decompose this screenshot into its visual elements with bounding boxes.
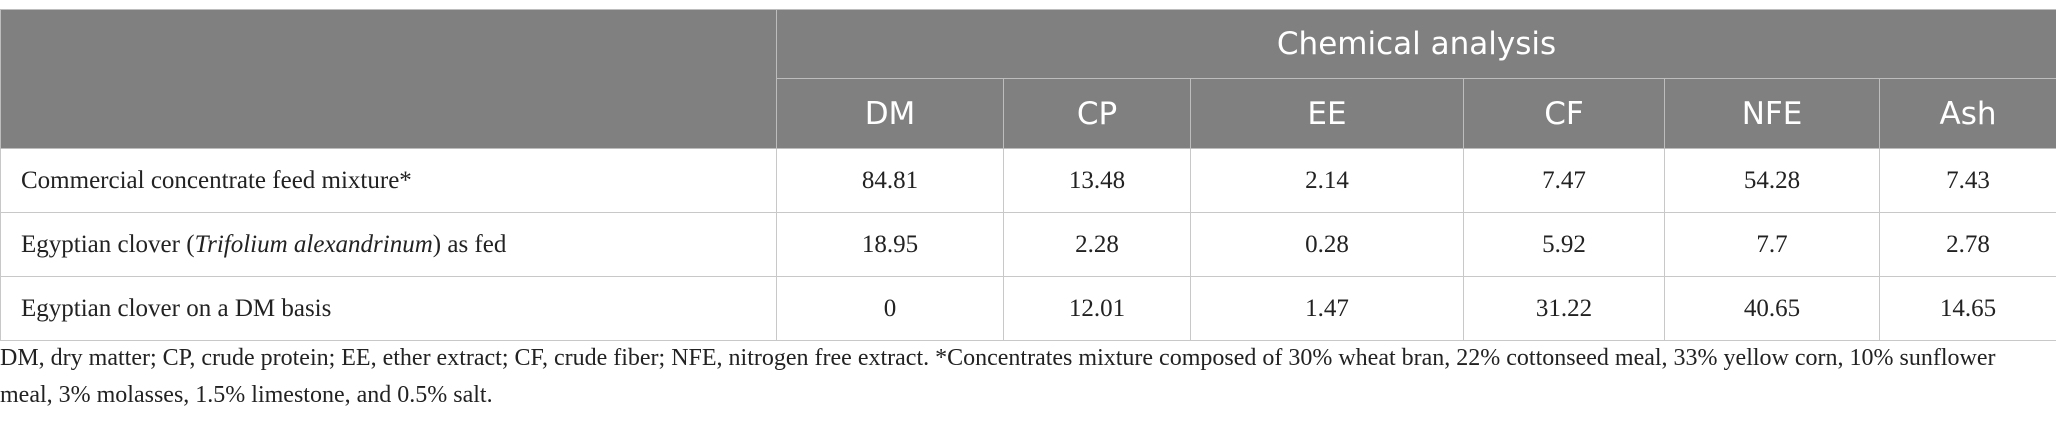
table-row: Commercial concentrate feed mixture* 84.8… <box>0 148 2056 213</box>
group-header: Chemical analysis <box>775 9 2056 79</box>
column-header: CP <box>1003 78 1191 149</box>
label-part: Trifolium alexandrinum <box>194 230 433 258</box>
value-cell: 31.22 <box>1463 276 1665 341</box>
column-header: DM <box>776 78 1004 149</box>
row-label: Egyptian clover (Trifolium alexandrinum)… <box>0 212 777 277</box>
value-cell: 12.01 <box>1003 276 1191 341</box>
column-header: NFE <box>1664 78 1880 149</box>
value-cell: 1.47 <box>1190 276 1464 341</box>
data-table: Chemical analysis DM CP EE CF NFE Ash Commerc… <box>0 9 2056 341</box>
column-header: Ash <box>1878 78 2056 149</box>
column-header: CF <box>1463 78 1665 149</box>
value-cell: 2.28 <box>1003 212 1191 277</box>
column-header: EE <box>1190 78 1464 149</box>
label-part: Egyptian clover on a DM basis <box>21 294 332 322</box>
value-cell: 54.28 <box>1664 148 1880 213</box>
table-row: Egyptian clover (Trifolium alexandrinum)… <box>0 212 2056 277</box>
corner-cell <box>0 9 777 149</box>
value-cell: 7.7 <box>1664 212 1880 277</box>
value-cell: 2.78 <box>1878 212 2056 277</box>
value-cell: 84.81 <box>776 148 1004 213</box>
value-cell: 7.43 <box>1878 148 2056 213</box>
value-cell: 2.14 <box>1190 148 1464 213</box>
value-cell: 5.92 <box>1463 212 1665 277</box>
table-row: Egyptian clover on a DM basis 0 12.01 1.47 3… <box>0 276 2056 341</box>
value-cell: 0 <box>776 276 1004 341</box>
value-cell: 13.48 <box>1003 148 1191 213</box>
value-cell: 18.95 <box>776 212 1004 277</box>
row-label: Egyptian clover on a DM basis <box>0 276 777 341</box>
label-part: Egyptian clover ( <box>21 230 195 258</box>
footnote: DM, dry matter; CP, crude protein; EE, e… <box>0 345 1996 408</box>
label-part: ) as fed <box>432 230 507 258</box>
value-cell: 7.47 <box>1463 148 1665 213</box>
row-label: Commercial concentrate feed mixture* <box>0 148 777 213</box>
label-part: Commercial concentrate feed mixture* <box>21 166 412 194</box>
value-cell: 14.65 <box>1878 276 2056 341</box>
value-cell: 0.28 <box>1190 212 1464 277</box>
value-cell: 40.65 <box>1664 276 1880 341</box>
